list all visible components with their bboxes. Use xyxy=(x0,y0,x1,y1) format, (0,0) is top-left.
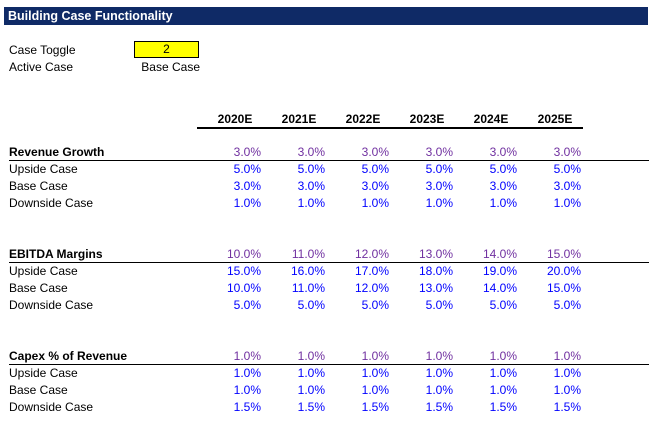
case-row-label[interactable]: Base Case xyxy=(9,383,68,397)
active-case-value: Base Case xyxy=(141,60,200,74)
case-value-cell[interactable]: 5.0% xyxy=(425,162,453,176)
case-value-cell[interactable]: 14.0% xyxy=(482,281,517,295)
case-value-cell[interactable]: 1.0% xyxy=(425,383,453,397)
case-value-cell[interactable]: 1.0% xyxy=(553,196,581,210)
case-value-cell[interactable]: 5.0% xyxy=(553,162,581,176)
case-value-cell[interactable]: 5.0% xyxy=(489,162,517,176)
case-row-label[interactable]: Upside Case xyxy=(9,366,78,380)
case-value-cell[interactable]: 5.0% xyxy=(361,162,389,176)
case-value-cell[interactable]: 12.0% xyxy=(354,281,389,295)
section-rule xyxy=(9,364,649,365)
selected-value-cell[interactable]: 10.0% xyxy=(226,247,261,261)
selected-value-cell[interactable]: 1.0% xyxy=(425,349,453,363)
case-value-cell[interactable]: 1.5% xyxy=(297,400,325,414)
case-value-cell[interactable]: 1.0% xyxy=(233,196,261,210)
case-value-cell[interactable]: 5.0% xyxy=(489,298,517,312)
year-header[interactable]: 2024E xyxy=(473,112,509,126)
active-case-label: Active Case xyxy=(9,60,74,74)
selected-value-cell[interactable]: 1.0% xyxy=(553,349,581,363)
selected-value-cell[interactable]: 15.0% xyxy=(546,247,581,261)
selected-value-cell[interactable]: 1.0% xyxy=(297,349,325,363)
case-value-cell[interactable]: 15.0% xyxy=(226,264,261,278)
case-toggle-input[interactable]: 2 xyxy=(134,41,199,58)
case-value-cell[interactable]: 5.0% xyxy=(425,298,453,312)
selected-value-cell[interactable]: 1.0% xyxy=(361,349,389,363)
selected-value-cell[interactable]: 3.0% xyxy=(425,145,453,159)
case-value-cell[interactable]: 1.0% xyxy=(425,196,453,210)
case-value-cell[interactable]: 1.0% xyxy=(489,366,517,380)
case-value-cell[interactable]: 1.5% xyxy=(361,400,389,414)
selected-value-cell[interactable]: 3.0% xyxy=(233,145,261,159)
year-header[interactable]: 2025E xyxy=(537,112,573,126)
case-value-cell[interactable]: 5.0% xyxy=(297,162,325,176)
case-row-label[interactable]: Upside Case xyxy=(9,264,78,278)
case-value-cell[interactable]: 1.5% xyxy=(553,400,581,414)
case-value-cell[interactable]: 18.0% xyxy=(418,264,453,278)
case-value-cell[interactable]: 3.0% xyxy=(489,179,517,193)
selected-value-cell[interactable]: 14.0% xyxy=(482,247,517,261)
case-value-cell[interactable]: 1.0% xyxy=(233,383,261,397)
case-value-cell[interactable]: 20.0% xyxy=(546,264,581,278)
case-value-cell[interactable]: 1.5% xyxy=(425,400,453,414)
selected-value-cell[interactable]: 3.0% xyxy=(489,145,517,159)
case-value-cell[interactable]: 16.0% xyxy=(290,264,325,278)
case-value-cell[interactable]: 1.0% xyxy=(361,196,389,210)
case-value-cell[interactable]: 3.0% xyxy=(553,179,581,193)
case-value-cell[interactable]: 5.0% xyxy=(361,298,389,312)
case-value-cell[interactable]: 13.0% xyxy=(418,281,453,295)
selected-value-cell[interactable]: 3.0% xyxy=(553,145,581,159)
case-value-cell[interactable]: 15.0% xyxy=(546,281,581,295)
case-value-cell[interactable]: 5.0% xyxy=(233,162,261,176)
case-value-cell[interactable]: 1.0% xyxy=(361,383,389,397)
case-row-label[interactable]: Base Case xyxy=(9,281,68,295)
selected-value-cell[interactable]: 11.0% xyxy=(291,247,325,261)
case-row-label[interactable]: Base Case xyxy=(9,179,68,193)
case-value-cell[interactable]: 5.0% xyxy=(297,298,325,312)
case-value-cell[interactable]: 1.0% xyxy=(233,366,261,380)
case-value-cell[interactable]: 1.5% xyxy=(489,400,517,414)
case-row-label[interactable]: Downside Case xyxy=(9,298,94,312)
year-header[interactable]: 2023E xyxy=(409,112,445,126)
case-value-cell[interactable]: 1.0% xyxy=(489,196,517,210)
sheet-title: Building Case Functionality xyxy=(4,7,648,25)
case-value-cell[interactable]: 1.0% xyxy=(489,383,517,397)
case-value-cell[interactable]: 5.0% xyxy=(233,298,261,312)
section-title[interactable]: Capex % of Revenue xyxy=(9,349,128,363)
case-row-label[interactable]: Downside Case xyxy=(9,400,94,414)
case-value-cell[interactable]: 1.0% xyxy=(553,366,581,380)
case-row-label[interactable]: Upside Case xyxy=(9,162,78,176)
section-rule xyxy=(9,262,649,263)
selected-value-cell[interactable]: 12.0% xyxy=(354,247,389,261)
case-value-cell[interactable]: 3.0% xyxy=(361,179,389,193)
year-header[interactable]: 2020E xyxy=(217,112,253,126)
case-row-label[interactable]: Downside Case xyxy=(9,196,94,210)
case-value-cell[interactable]: 1.0% xyxy=(553,383,581,397)
selected-value-cell[interactable]: 1.0% xyxy=(489,349,517,363)
case-value-cell[interactable]: 1.0% xyxy=(361,366,389,380)
case-value-cell[interactable]: 3.0% xyxy=(297,179,325,193)
case-value-cell[interactable]: 17.0% xyxy=(354,264,389,278)
case-value-cell[interactable]: 1.0% xyxy=(425,366,453,380)
year-header-rule xyxy=(197,127,583,129)
selected-value-cell[interactable]: 3.0% xyxy=(361,145,389,159)
case-value-cell[interactable]: 11.0% xyxy=(291,281,325,295)
year-header[interactable]: 2022E xyxy=(345,112,381,126)
case-value-cell[interactable]: 1.0% xyxy=(297,196,325,210)
selected-value-cell[interactable]: 1.0% xyxy=(233,349,261,363)
selected-value-cell[interactable]: 3.0% xyxy=(297,145,325,159)
case-value-cell[interactable]: 1.0% xyxy=(297,383,325,397)
section-rule xyxy=(9,160,649,161)
case-value-cell[interactable]: 1.5% xyxy=(233,400,261,414)
case-value-cell[interactable]: 19.0% xyxy=(482,264,517,278)
section-title[interactable]: Revenue Growth xyxy=(9,145,105,159)
case-toggle-label: Case Toggle xyxy=(9,43,76,57)
case-value-cell[interactable]: 10.0% xyxy=(226,281,261,295)
year-header[interactable]: 2021E xyxy=(281,112,317,126)
case-value-cell[interactable]: 5.0% xyxy=(553,298,581,312)
case-value-cell[interactable]: 1.0% xyxy=(297,366,325,380)
selected-value-cell[interactable]: 13.0% xyxy=(418,247,453,261)
case-value-cell[interactable]: 3.0% xyxy=(233,179,261,193)
section-title[interactable]: EBITDA Margins xyxy=(9,247,103,261)
case-value-cell[interactable]: 3.0% xyxy=(425,179,453,193)
